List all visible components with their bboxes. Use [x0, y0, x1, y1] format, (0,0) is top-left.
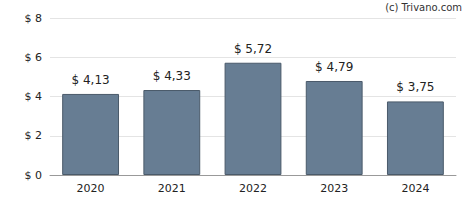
svg-text:$ 6: $ 6 — [25, 51, 43, 64]
svg-text:2024: 2024 — [401, 182, 429, 195]
svg-text:$ 4: $ 4 — [25, 90, 43, 103]
svg-text:2020: 2020 — [77, 182, 105, 195]
svg-text:$ 0: $ 0 — [25, 169, 43, 182]
svg-text:$ 5,72: $ 5,72 — [234, 42, 272, 56]
svg-text:2022: 2022 — [239, 182, 267, 195]
svg-text:$ 4,79: $ 4,79 — [315, 60, 353, 74]
svg-text:$ 4,33: $ 4,33 — [153, 69, 191, 83]
svg-text:2023: 2023 — [320, 182, 348, 195]
svg-text:$ 4,13: $ 4,13 — [72, 73, 110, 87]
svg-text:(c) Trivano.com: (c) Trivano.com — [385, 2, 462, 13]
svg-text:$ 2: $ 2 — [25, 129, 43, 142]
svg-text:$ 8: $ 8 — [25, 12, 43, 25]
svg-text:$ 3,75: $ 3,75 — [396, 80, 434, 94]
svg-text:2021: 2021 — [158, 182, 186, 195]
